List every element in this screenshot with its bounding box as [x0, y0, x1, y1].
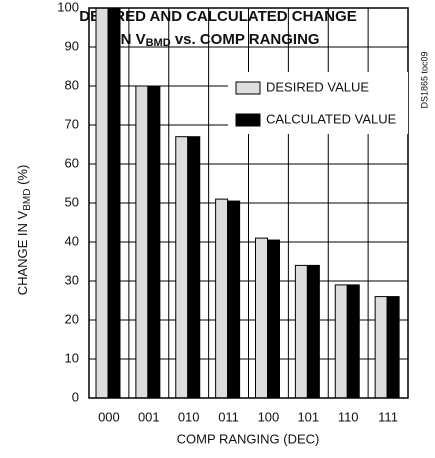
y-tick-label: 70 [65, 116, 79, 131]
y-tick-label: 40 [65, 233, 79, 248]
x-tick-label: 010 [178, 409, 200, 424]
bar [346, 284, 360, 399]
y-tick-label: 10 [65, 350, 79, 365]
y-tick-label: 50 [65, 194, 79, 209]
bar [135, 85, 149, 399]
bar [386, 296, 400, 399]
y-tick-label: 80 [65, 77, 79, 92]
plot-frame [88, 7, 409, 399]
bar [374, 296, 388, 399]
x-tick-label: 110 [338, 409, 359, 424]
x-axis-label: COMP RANGING (DEC) [177, 431, 320, 446]
annotation: DS1865 toc09 [419, 51, 429, 108]
bar [267, 239, 280, 399]
bar [147, 85, 161, 399]
x-tick-label: 111 [378, 409, 398, 424]
bar [175, 136, 189, 399]
y-tick-label: 60 [65, 155, 79, 170]
y-tick-label: 20 [65, 311, 79, 326]
bar [107, 7, 121, 399]
bar [215, 198, 229, 399]
chart-title: IN VBMD vs. COMP RANGING [116, 31, 319, 49]
bar [294, 264, 308, 399]
bar [306, 264, 320, 399]
legend-label: DESIRED VALUE [266, 79, 369, 94]
title-sub: BMD [146, 37, 171, 49]
title-part: vs. COMP RANGING [171, 31, 320, 48]
bar [255, 237, 268, 399]
bar [334, 284, 348, 399]
x-tick-label: 000 [98, 409, 120, 424]
chart-title: DESIRED AND CALCULATED CHANGE [79, 8, 357, 25]
y-axis-label: CHANGE IN VBMD (%) [15, 165, 32, 296]
label-part: CHANGE IN V [15, 210, 30, 295]
x-tick-label: 011 [218, 409, 239, 424]
x-tick-label: 101 [297, 409, 319, 424]
bar [95, 7, 109, 399]
legend-label: CALCULATED VALUE [266, 111, 397, 126]
x-tick-label: 100 [258, 409, 280, 424]
label-sub: BMD [22, 189, 33, 211]
x-tick-label: 001 [138, 409, 160, 424]
legend-swatch [235, 113, 261, 127]
y-tick-label: 30 [65, 272, 79, 287]
y-tick-label: 0 [72, 389, 79, 404]
y-tick-label: 100 [57, 0, 79, 14]
legend-swatch [235, 81, 261, 95]
title-part: IN V [116, 31, 145, 48]
y-tick-label: 90 [65, 38, 79, 53]
bar [227, 200, 241, 399]
bar [187, 136, 201, 399]
label-part: (%) [15, 165, 30, 189]
